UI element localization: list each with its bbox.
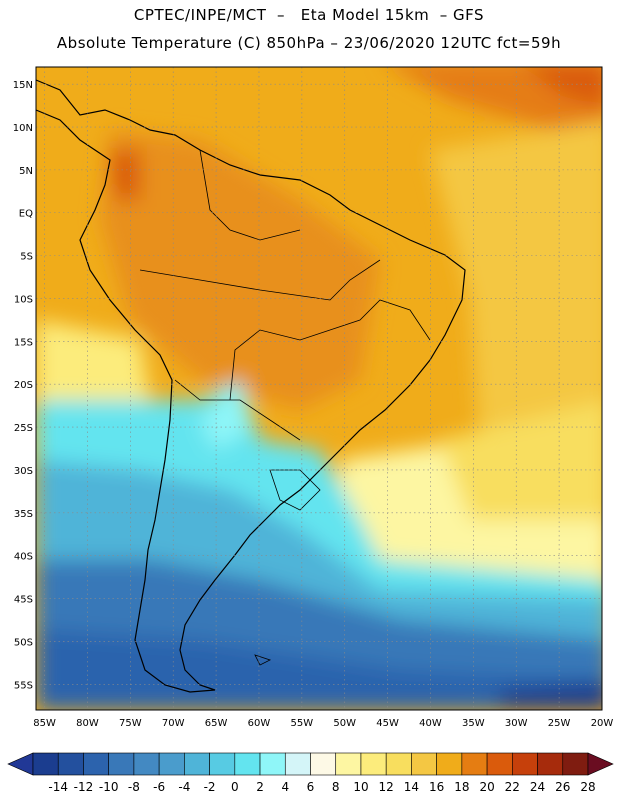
- lat-label: 5N: [19, 166, 33, 177]
- lat-label: 45S: [14, 595, 33, 606]
- lat-label: 15S: [14, 337, 33, 348]
- legend-label: -12: [74, 780, 94, 794]
- legend-swatch: [562, 752, 589, 776]
- lat-label: 55S: [14, 680, 33, 691]
- lon-label: 30W: [505, 718, 528, 729]
- lon-label: 20W: [591, 718, 614, 729]
- legend-label: -2: [204, 780, 216, 794]
- legend-label: -10: [99, 780, 119, 794]
- lat-label: EQ: [19, 209, 33, 220]
- legend-swatch: [486, 752, 513, 776]
- longitude-labels: 85W 80W 75W 70W 65W 60W 55W 50W 45W 40W 35W 30W 25W 2…: [33, 718, 613, 729]
- legend-swatch: [284, 752, 311, 776]
- lat-label: 25S: [14, 423, 33, 434]
- lat-label: 10N: [13, 123, 33, 134]
- legend-label: 14: [404, 780, 419, 794]
- legend-swatch: [310, 752, 337, 776]
- legend-swatch: [461, 752, 488, 776]
- legend-swatch: [108, 752, 135, 776]
- lat-label: 5S: [20, 252, 33, 263]
- lon-label: 25W: [548, 718, 571, 729]
- color-legend: -14 -12 -10 -8 -6 -4 -2 0 2 4 6 8 10 12 14 16 18 20 22 24 26…: [7, 752, 614, 794]
- south-america-coastline: [35, 79, 466, 693]
- latitude-labels: 15N 10N 5N EQ 5S 10S 15S 20S 25S 30S 35S 40S 45S 50S 5…: [13, 80, 33, 691]
- legend-swatch: [436, 752, 463, 776]
- lon-label: 75W: [119, 718, 142, 729]
- legend-label: 2: [256, 780, 264, 794]
- legend-swatch: [158, 752, 185, 776]
- legend-swatch: [209, 752, 236, 776]
- lon-label: 45W: [376, 718, 399, 729]
- legend-label: -4: [178, 780, 190, 794]
- legend-swatch: [411, 752, 437, 776]
- legend-label: 24: [530, 780, 545, 794]
- lon-label: 50W: [333, 718, 356, 729]
- legend-label: -8: [128, 780, 140, 794]
- legend-swatch: [57, 752, 84, 776]
- legend-label: 6: [307, 780, 315, 794]
- legend-label: -6: [153, 780, 165, 794]
- lat-label: 20S: [14, 380, 33, 391]
- legend-swatch: [512, 752, 538, 776]
- legend-label: 8: [332, 780, 340, 794]
- legend-label: 22: [505, 780, 520, 794]
- map-title-line1: CPTEC/INPE/MCT – Eta Model 15km – GFS: [133, 6, 485, 24]
- legend-label: 18: [454, 780, 469, 794]
- legend-swatch: [184, 752, 210, 776]
- legend-swatch: [83, 752, 109, 776]
- map-frame: [35, 66, 603, 711]
- legend-label: 16: [429, 780, 444, 794]
- lat-label: 50S: [14, 637, 33, 648]
- legend-under-arrow: [7, 752, 34, 776]
- map-title-line2: Absolute Temperature (C) 850hPa – 23/06/…: [56, 34, 562, 52]
- legend-label: 10: [353, 780, 368, 794]
- legend-swatch: [385, 752, 412, 776]
- lon-label: 85W: [33, 718, 56, 729]
- lon-label: 70W: [162, 718, 185, 729]
- lat-label: 40S: [14, 552, 33, 563]
- lon-label: 60W: [248, 718, 271, 729]
- lon-label: 65W: [205, 718, 228, 729]
- legend-label: 4: [281, 780, 289, 794]
- legend-swatch: [537, 752, 564, 776]
- legend-label: 12: [379, 780, 394, 794]
- legend-label: 26: [555, 780, 570, 794]
- legend-label: 20: [479, 780, 494, 794]
- legend-swatch: [133, 752, 160, 776]
- temperature-field: [36, 67, 602, 710]
- legend-swatch: [234, 752, 261, 776]
- lat-label: 35S: [14, 509, 33, 520]
- legend-label: -14: [48, 780, 68, 794]
- lat-label: 30S: [14, 466, 33, 477]
- lat-label: 15N: [13, 80, 33, 91]
- lon-label: 80W: [76, 718, 99, 729]
- legend-over-arrow: [587, 752, 614, 776]
- legend-swatch: [259, 752, 286, 776]
- legend-label: 0: [231, 780, 239, 794]
- lon-label: 55W: [291, 718, 314, 729]
- legend-label: 28: [580, 780, 595, 794]
- lon-label: 40W: [419, 718, 442, 729]
- lat-label: 10S: [14, 294, 33, 305]
- legend-swatch: [335, 752, 362, 776]
- legend-swatch: [360, 752, 387, 776]
- lon-label: 35W: [462, 718, 485, 729]
- legend-swatch: [32, 752, 59, 776]
